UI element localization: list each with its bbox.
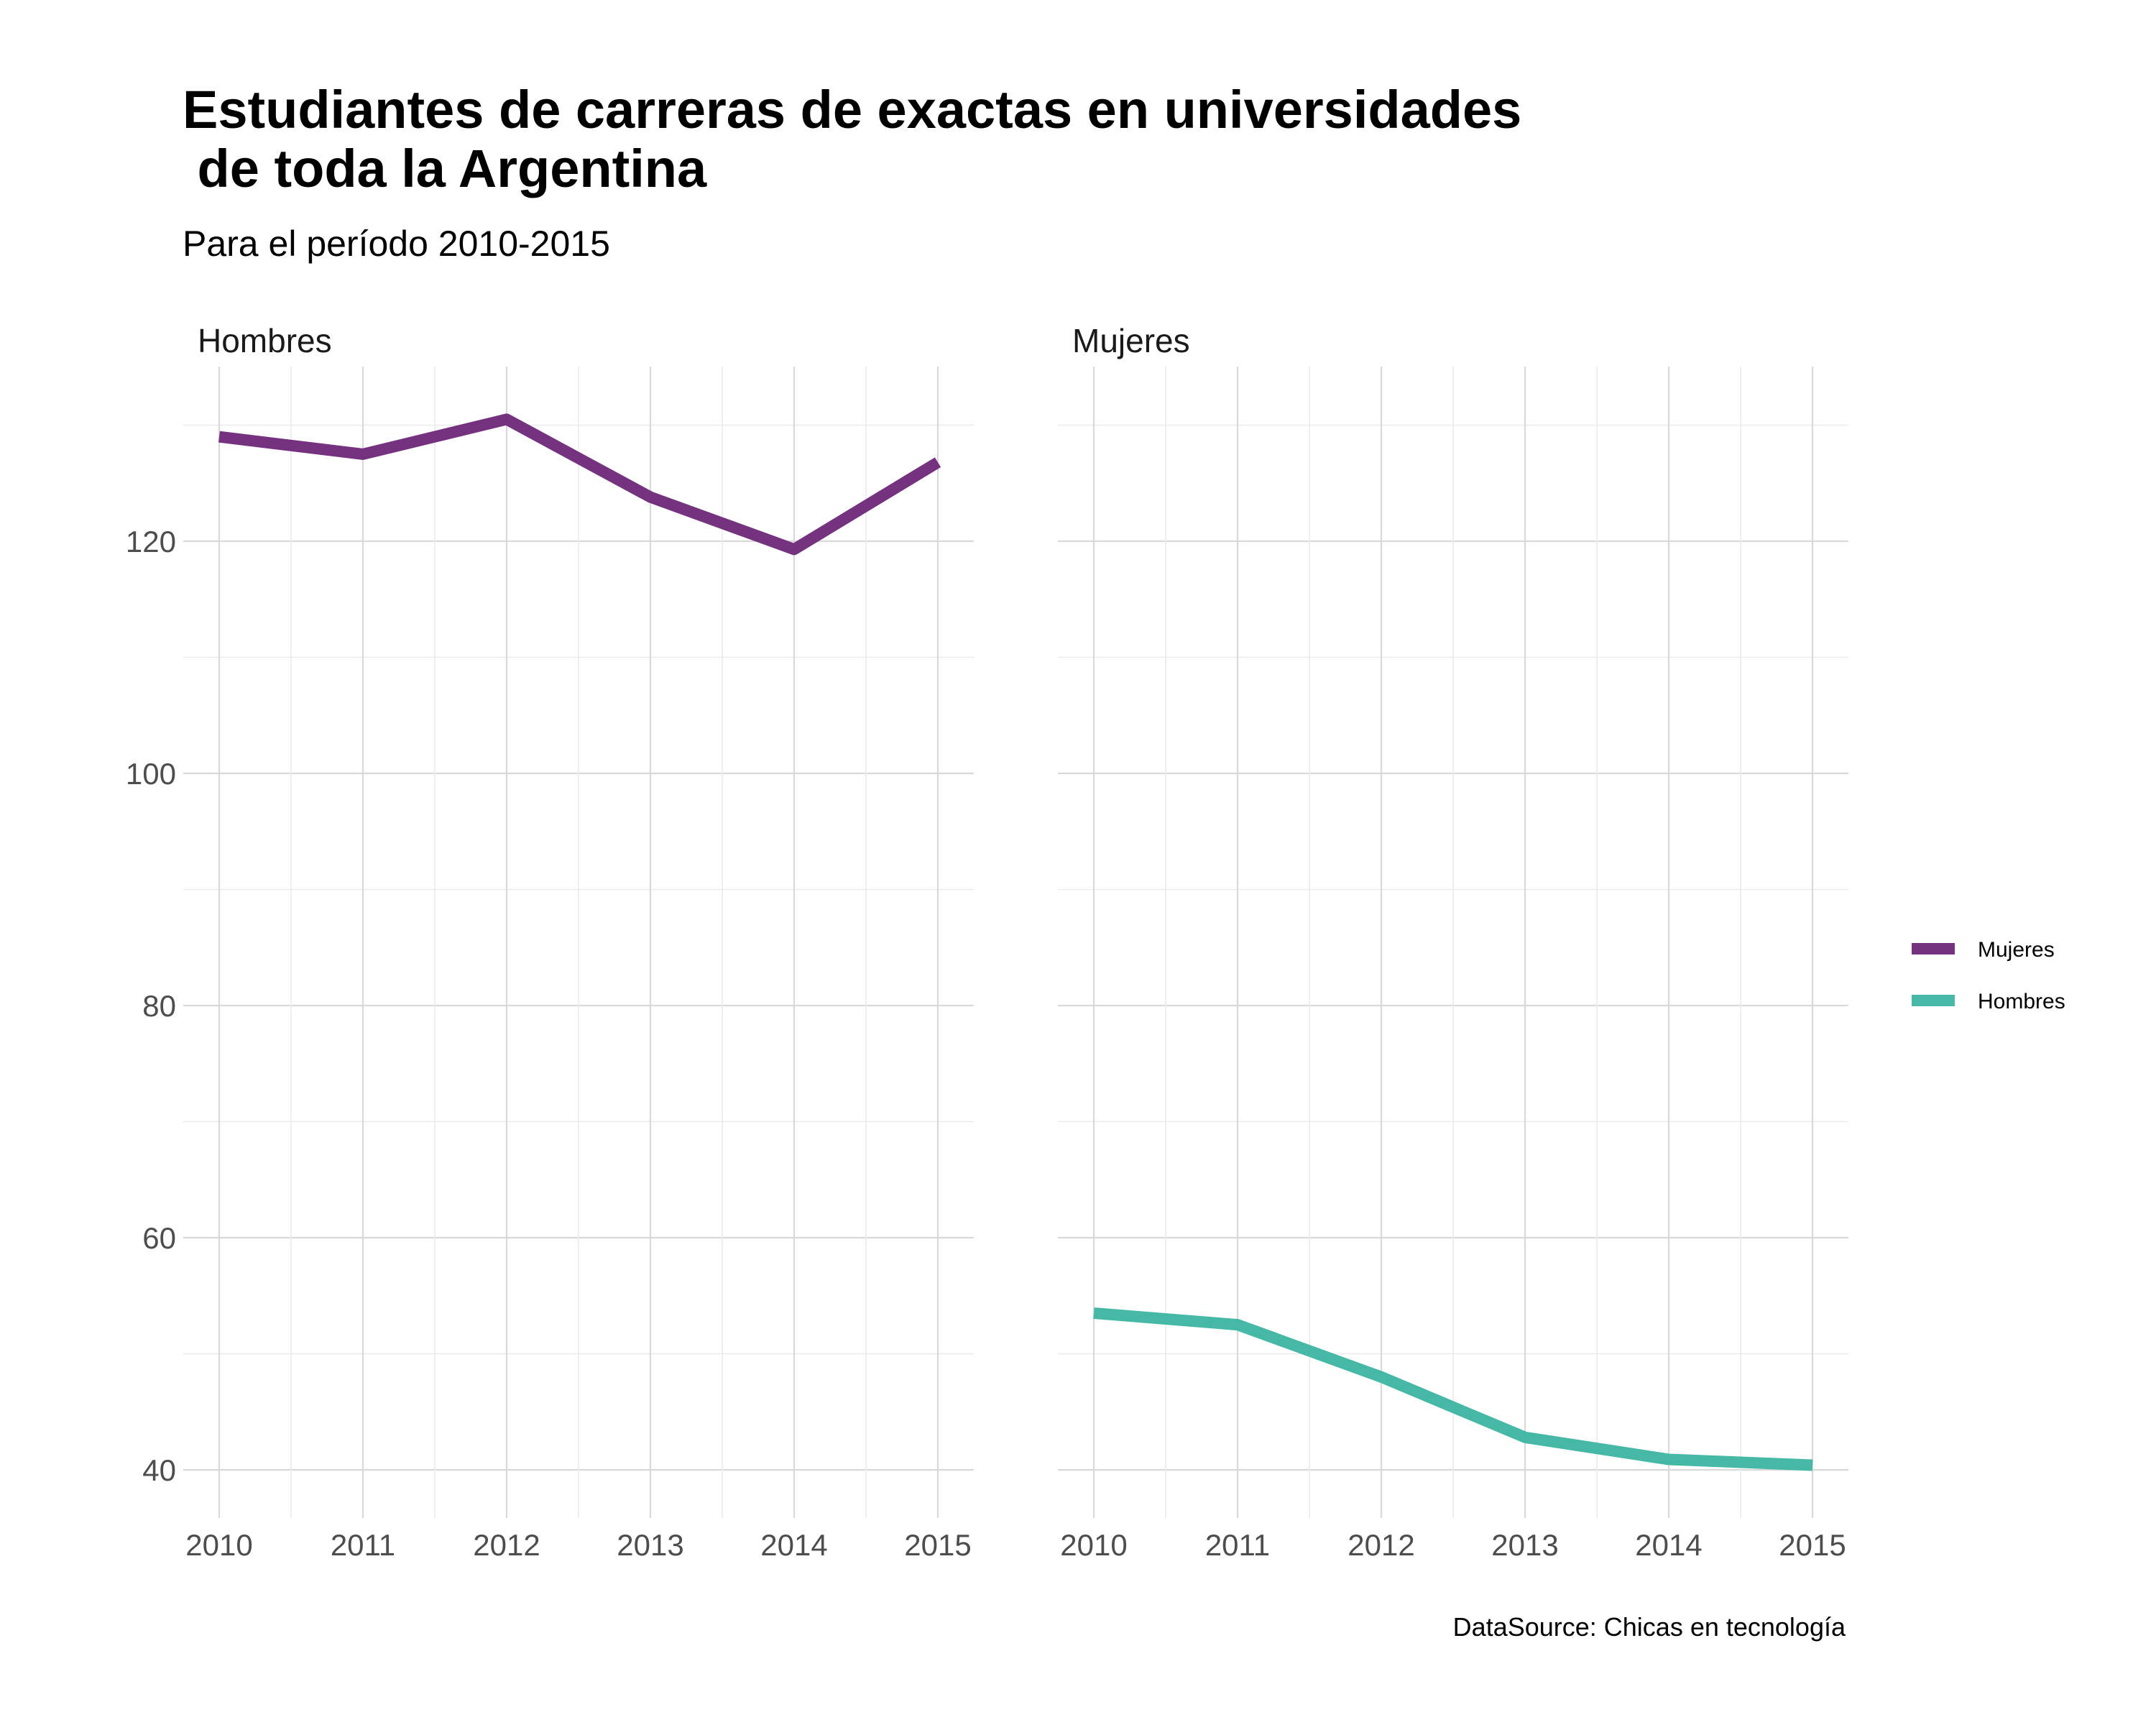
chart-title-line-1: Estudiantes de carreras de exactas en un…	[183, 80, 1521, 139]
x-tick-label: 2011	[331, 1528, 395, 1562]
legend-label-mujeres: Mujeres	[1978, 938, 2055, 962]
facet-strip-label: Hombres	[198, 322, 332, 359]
legend-label-hombres: Hombres	[1978, 990, 2065, 1013]
x-tick-label: 2010	[185, 1528, 252, 1562]
x-tick-label: 2014	[760, 1528, 827, 1562]
x-tick-label: 2010	[1060, 1528, 1127, 1562]
x-tick-label: 2014	[1635, 1528, 1702, 1562]
y-tick-label: 100	[126, 757, 176, 791]
y-tick-label: 60	[142, 1221, 176, 1255]
chart-title-line-2: de toda la Argentina	[183, 139, 707, 198]
facet-panel-mujeres: Mujeres 2010 2011 2012 2013 2014 2015	[1058, 322, 1848, 1562]
y-tick-label: 40	[142, 1453, 176, 1487]
x-tick-label: 2013	[617, 1528, 683, 1562]
y-tick-label: 80	[142, 989, 176, 1023]
chart-subtitle: Para el período 2010-2015	[183, 224, 610, 264]
series-line-hombres	[1093, 1307, 1813, 1471]
facet-strip-label: Mujeres	[1072, 322, 1190, 359]
x-tick-label: 2012	[1348, 1528, 1414, 1562]
chart-caption: DataSource: Chicas en tecnología	[1453, 1612, 1846, 1642]
series-line-mujeres	[218, 413, 941, 556]
x-tick-label: 2015	[904, 1528, 971, 1562]
facet-panel-hombres: Hombres 2010 2011 2012 2013 2014 2015 40 60 80 100…	[126, 322, 974, 1562]
x-tick-label: 2013	[1491, 1528, 1558, 1562]
legend: Mujeres Hombres	[1912, 938, 2065, 1013]
y-tick-label: 120	[126, 525, 176, 558]
x-tick-label: 2012	[473, 1528, 540, 1562]
x-tick-label: 2011	[1205, 1528, 1270, 1562]
x-tick-label: 2015	[1779, 1528, 1846, 1562]
